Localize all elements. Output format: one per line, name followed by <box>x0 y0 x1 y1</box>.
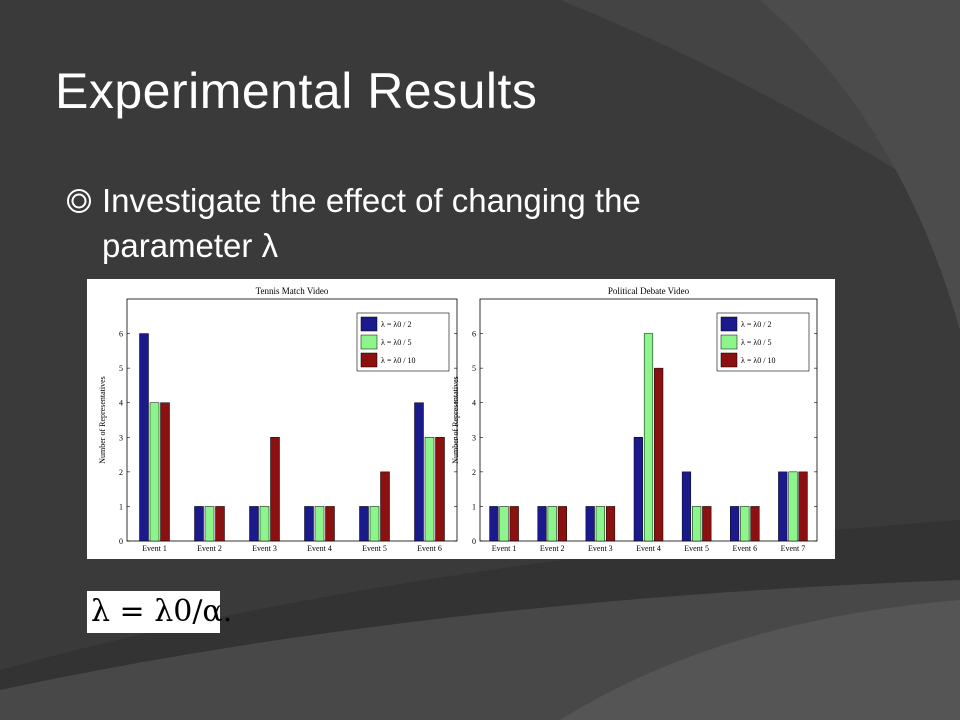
bar <box>325 506 335 542</box>
bar <box>259 506 270 542</box>
legend-label: λ = λ0 / 5 <box>381 338 412 347</box>
bar <box>314 506 325 542</box>
x-tick-label: Event 7 <box>781 544 806 553</box>
bar <box>249 506 259 542</box>
y-tick-label: 4 <box>119 399 123 408</box>
bar <box>489 506 499 542</box>
x-tick-label: Event 5 <box>684 544 709 553</box>
bar <box>204 506 215 542</box>
bar <box>633 437 643 542</box>
bar <box>605 506 616 542</box>
y-tick-label: 6 <box>472 330 476 339</box>
slide-title: Experimental Results <box>55 63 538 119</box>
y-tick-label: 5 <box>472 364 476 373</box>
y-tick-label: 4 <box>472 399 476 408</box>
bar <box>778 471 788 542</box>
bar <box>380 471 390 542</box>
bar <box>149 402 160 542</box>
legend-swatch <box>720 316 738 332</box>
y-tick-label: 0 <box>472 537 476 546</box>
circle-bullet-icon <box>67 189 91 213</box>
legend-swatch <box>360 334 378 350</box>
bar <box>643 333 654 542</box>
bar <box>359 506 369 542</box>
x-tick-label: Event 4 <box>636 544 661 553</box>
bar <box>730 506 740 542</box>
legend-swatch <box>720 334 738 350</box>
y-axis-label: Number of Representatives <box>98 376 107 464</box>
chart-title: Political Debate Video <box>608 286 690 296</box>
bar <box>557 506 567 542</box>
x-tick-label: Event 3 <box>588 544 613 553</box>
bullet-text: Investigate the effect of changing the p… <box>102 182 641 264</box>
bar <box>750 506 760 542</box>
bar <box>798 471 808 542</box>
y-tick-label: 3 <box>472 433 476 442</box>
x-tick-label: Event 6 <box>732 544 757 553</box>
bar <box>369 506 380 542</box>
legend-label: λ = λ0 / 2 <box>381 320 412 329</box>
y-tick-label: 3 <box>119 433 123 442</box>
bar <box>424 437 435 542</box>
y-tick-label: 2 <box>119 468 123 477</box>
bar <box>215 506 225 542</box>
x-tick-label: Event 1 <box>492 544 517 553</box>
bar <box>304 506 314 542</box>
bar <box>537 506 547 542</box>
bar <box>160 402 170 542</box>
bar <box>499 506 509 542</box>
y-tick-label: 0 <box>119 537 123 546</box>
chart-title: Tennis Match Video <box>256 286 329 296</box>
lambda-formula: λ = λ0/α. <box>87 591 232 633</box>
y-axis-label: Number of Representatives <box>451 376 460 464</box>
legend-swatch <box>360 352 378 368</box>
y-tick-label: 1 <box>119 502 123 511</box>
bar <box>740 506 750 542</box>
bar <box>509 506 519 542</box>
x-tick-label: Event 1 <box>142 544 167 553</box>
bar <box>595 506 605 542</box>
legend-swatch <box>720 352 738 368</box>
bar <box>681 471 692 542</box>
bar <box>788 471 798 542</box>
legend-label: λ = λ0 / 10 <box>741 356 776 365</box>
bar <box>654 367 664 542</box>
bar <box>270 437 280 542</box>
x-tick-label: Event 2 <box>540 544 565 553</box>
plot-frame <box>126 298 458 542</box>
y-tick-label: 6 <box>119 330 123 339</box>
y-tick-label: 1 <box>472 502 476 511</box>
x-tick-label: Event 2 <box>197 544 222 553</box>
bar <box>702 506 712 542</box>
bar <box>414 402 424 542</box>
bar <box>585 506 595 542</box>
legend-label: λ = λ0 / 10 <box>381 356 416 365</box>
y-tick-label: 5 <box>119 364 123 373</box>
x-tick-label: Event 4 <box>307 544 332 553</box>
bar-charts: Tennis Match Video Number of Representati… <box>98 286 818 553</box>
x-tick-label: Event 3 <box>252 544 277 553</box>
bar <box>547 506 557 542</box>
bar <box>139 333 149 542</box>
legend-swatch <box>360 316 378 332</box>
bar <box>435 437 445 542</box>
x-tick-label: Event 6 <box>417 544 442 553</box>
legend-label: λ = λ0 / 2 <box>741 320 772 329</box>
y-tick-label: 2 <box>472 468 476 477</box>
bar <box>692 506 702 542</box>
results-figure: Tennis Match Video Number of Representati… <box>87 279 835 559</box>
bar <box>194 506 204 542</box>
x-tick-label: Event 5 <box>362 544 387 553</box>
legend-label: λ = λ0 / 5 <box>741 338 772 347</box>
